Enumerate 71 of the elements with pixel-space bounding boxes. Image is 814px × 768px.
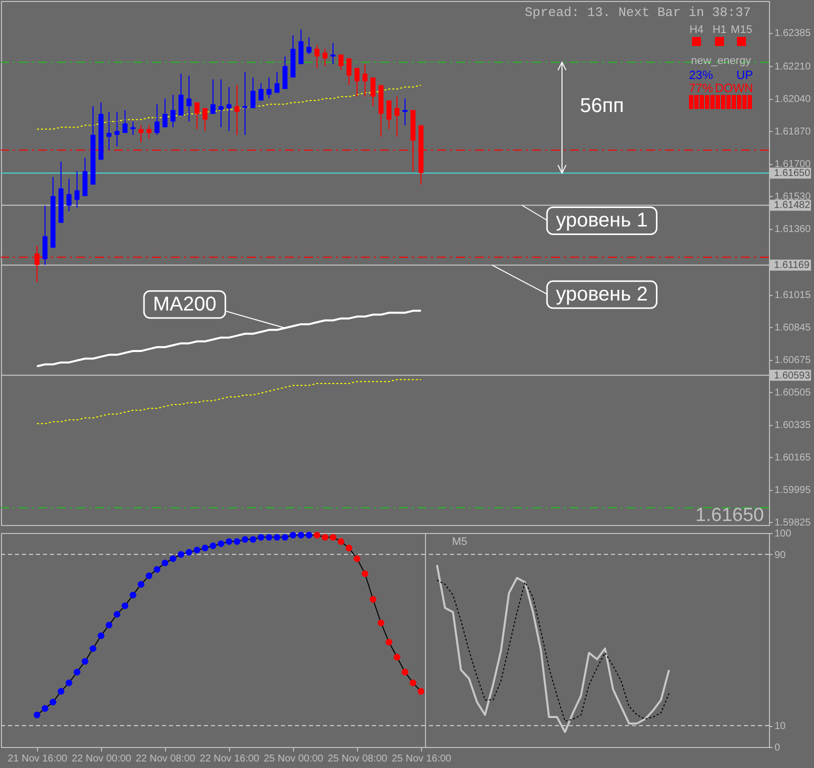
point	[418, 688, 424, 695]
point	[226, 538, 232, 545]
point	[210, 542, 216, 550]
point	[306, 532, 312, 538]
point	[186, 548, 192, 556]
point	[242, 536, 248, 543]
candlestick	[122, 110, 128, 134]
candlestick	[114, 111, 120, 147]
point	[274, 534, 280, 541]
point	[106, 622, 112, 628]
point	[370, 596, 376, 603]
point	[338, 538, 344, 545]
point	[386, 638, 392, 646]
point	[402, 668, 408, 676]
point	[146, 572, 152, 580]
point	[330, 534, 336, 541]
point	[74, 668, 80, 676]
y-tick-label: 0	[774, 742, 780, 754]
point	[138, 581, 144, 588]
point	[354, 555, 360, 562]
y-tick-label: 10	[774, 721, 786, 732]
point	[58, 688, 64, 695]
candlestick	[66, 178, 72, 212]
point	[66, 679, 72, 686]
point	[114, 611, 120, 618]
x-tick-label: 25 Nov 08:00	[328, 754, 388, 764]
point	[98, 632, 104, 640]
point	[410, 679, 416, 686]
candlestick	[42, 205, 48, 266]
candlestick	[74, 170, 80, 208]
point	[250, 536, 256, 543]
candlestick	[130, 120, 136, 136]
point	[42, 705, 48, 712]
point	[394, 654, 400, 660]
point	[178, 551, 184, 558]
x-tick-label: 22 Nov 16:00	[200, 754, 260, 764]
candlestick	[106, 111, 112, 151]
candlestick	[146, 124, 152, 140]
point	[202, 544, 208, 552]
point	[194, 546, 200, 554]
point	[258, 534, 264, 541]
line-series	[436, 580, 670, 722]
chart-title: M5	[452, 536, 468, 548]
point	[90, 645, 96, 652]
point	[234, 538, 240, 545]
x-tick-label: 25 Nov 16:00	[392, 754, 452, 764]
point	[362, 570, 368, 577]
point	[130, 592, 136, 598]
y-tick-label: 90	[774, 550, 786, 561]
point	[122, 602, 128, 610]
point	[50, 698, 56, 706]
point	[170, 555, 176, 562]
point	[314, 532, 320, 538]
x-tick-label: 21 Nov 16:00	[8, 754, 68, 764]
point	[154, 566, 160, 573]
point	[162, 560, 168, 566]
point	[218, 540, 224, 548]
point	[346, 544, 352, 552]
point	[34, 712, 40, 718]
candlestick	[138, 124, 144, 144]
point	[378, 620, 384, 626]
point	[322, 534, 328, 541]
point	[298, 532, 304, 538]
point	[266, 534, 272, 541]
x-tick-label: 25 Nov 00:00	[264, 754, 324, 764]
point	[282, 534, 288, 541]
point	[290, 532, 296, 538]
x-tick-label: 22 Nov 00:00	[72, 754, 132, 764]
point	[82, 658, 88, 665]
x-tick-label: 22 Nov 08:00	[136, 754, 196, 764]
y-tick-label: 100	[774, 528, 792, 540]
